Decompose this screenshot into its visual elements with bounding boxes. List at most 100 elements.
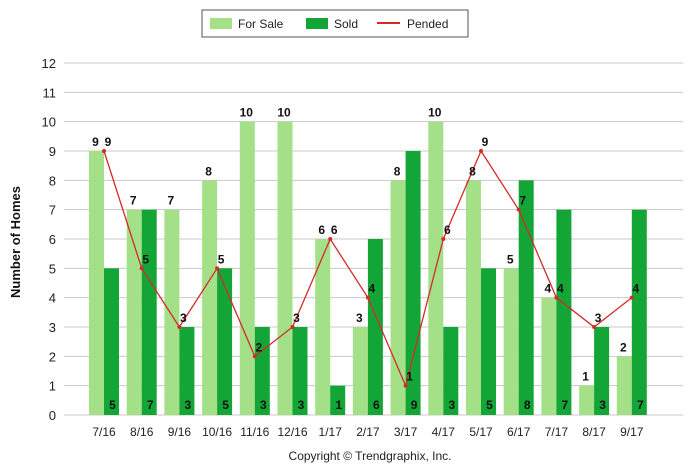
data-label-sold: 7 bbox=[562, 398, 569, 412]
x-tick-label: 7/17 bbox=[545, 425, 569, 439]
data-label-for-sale: 8 bbox=[394, 164, 401, 178]
data-label-sold: 7 bbox=[637, 398, 644, 412]
bar-for-sale bbox=[579, 385, 595, 415]
legend-label-sold: Sold bbox=[334, 17, 358, 31]
y-axis-label: Number of Homes bbox=[8, 186, 23, 298]
pended-point bbox=[403, 383, 408, 388]
data-label-for-sale: 2 bbox=[620, 340, 627, 354]
bar-sold bbox=[292, 327, 308, 415]
pended-point bbox=[139, 266, 144, 271]
x-tick-label: 1/17 bbox=[319, 425, 343, 439]
pended-point bbox=[629, 295, 634, 300]
bar-for-sale bbox=[164, 209, 180, 415]
y-tick-label: 2 bbox=[49, 349, 56, 364]
legend-swatch-sold bbox=[306, 18, 328, 29]
data-label-sold: 5 bbox=[222, 398, 229, 412]
x-tick-label: 11/16 bbox=[240, 425, 269, 439]
bar-for-sale bbox=[202, 180, 218, 415]
x-tick-label: 4/17 bbox=[432, 425, 456, 439]
data-label-pended: 9 bbox=[105, 135, 112, 149]
y-tick-label: 3 bbox=[49, 320, 56, 335]
pended-point bbox=[252, 354, 257, 359]
bar-for-sale bbox=[89, 151, 104, 415]
bar-for-sale bbox=[541, 297, 557, 415]
data-label-for-sale: 7 bbox=[168, 194, 175, 208]
pended-point bbox=[177, 325, 182, 329]
y-tick-label: 1 bbox=[49, 379, 56, 394]
pended-point bbox=[102, 149, 106, 153]
data-label-pended: 3 bbox=[180, 311, 187, 325]
pended-point bbox=[479, 149, 483, 153]
data-label-pended: 4 bbox=[632, 282, 639, 296]
bar-for-sale bbox=[126, 209, 142, 415]
y-tick-label: 11 bbox=[43, 85, 57, 100]
pended-point bbox=[328, 237, 333, 241]
pended-point bbox=[290, 325, 295, 329]
pended-line bbox=[102, 149, 634, 388]
x-tick-label: 9/16 bbox=[168, 425, 192, 439]
data-label-sold: 5 bbox=[486, 398, 493, 412]
legend-swatch-for-sale bbox=[210, 18, 232, 29]
data-label-for-sale: 5 bbox=[507, 252, 514, 266]
data-label-sold: 5 bbox=[109, 398, 116, 412]
bar-for-sale bbox=[616, 356, 632, 415]
y-tick-label: 9 bbox=[49, 144, 56, 159]
data-label-pended: 6 bbox=[444, 223, 451, 237]
y-tick-label: 6 bbox=[49, 232, 56, 247]
data-label-for-sale: 9 bbox=[92, 135, 99, 149]
data-label-sold: 6 bbox=[373, 398, 380, 412]
pended-point bbox=[365, 295, 370, 300]
data-label-sold: 8 bbox=[524, 398, 531, 412]
y-tick-label: 8 bbox=[49, 173, 56, 188]
bar-sold bbox=[481, 268, 496, 415]
data-label-for-sale: 7 bbox=[130, 194, 137, 208]
bar-sold bbox=[518, 180, 534, 415]
data-label-for-sale: 4 bbox=[545, 282, 552, 296]
x-tick-label: 9/17 bbox=[620, 425, 644, 439]
bar-sold bbox=[556, 209, 572, 415]
legend-label-pended: Pended bbox=[407, 17, 448, 31]
data-label-pended: 4 bbox=[557, 282, 564, 296]
bar-sold bbox=[179, 327, 195, 415]
x-tick-label: 12/16 bbox=[277, 425, 307, 439]
bar-for-sale bbox=[277, 121, 293, 416]
bar-sold bbox=[443, 327, 459, 415]
legend-box bbox=[201, 9, 469, 38]
x-tick-label: 10/16 bbox=[202, 425, 232, 439]
data-label-pended: 9 bbox=[482, 135, 489, 149]
data-label-for-sale: 10 bbox=[240, 106, 254, 120]
x-tick-label: 6/17 bbox=[507, 425, 531, 439]
data-label-for-sale: 1 bbox=[582, 370, 589, 384]
data-label-for-sale: 6 bbox=[318, 223, 325, 237]
bars bbox=[89, 121, 647, 416]
data-label-sold: 9 bbox=[411, 398, 418, 412]
data-label-pended: 5 bbox=[218, 252, 225, 266]
data-label-sold: 7 bbox=[147, 398, 154, 412]
data-label-pended: 3 bbox=[595, 311, 602, 325]
data-label-pended: 4 bbox=[369, 282, 376, 296]
legend-label-for-sale: For Sale bbox=[238, 17, 284, 31]
data-labels: 9577738510310361368910385584713279535236… bbox=[92, 106, 644, 412]
data-label-for-sale: 8 bbox=[469, 164, 476, 178]
y-tick-label: 5 bbox=[49, 261, 56, 276]
data-label-sold: 3 bbox=[260, 398, 267, 412]
bar-for-sale bbox=[239, 121, 255, 416]
data-label-pended: 5 bbox=[142, 252, 149, 266]
data-label-sold: 3 bbox=[298, 398, 305, 412]
bar-sold bbox=[367, 239, 383, 415]
bar-sold bbox=[405, 151, 421, 415]
data-label-sold: 3 bbox=[185, 398, 192, 412]
x-tick-label: 5/17 bbox=[469, 425, 493, 439]
y-tick-label: 7 bbox=[49, 203, 56, 218]
x-tick-label: 8/17 bbox=[582, 425, 606, 439]
bar-sold bbox=[141, 209, 157, 415]
pended-point bbox=[554, 295, 559, 300]
data-label-pended: 7 bbox=[519, 194, 526, 208]
bar-for-sale bbox=[315, 239, 331, 415]
data-label-for-sale: 10 bbox=[428, 106, 442, 120]
pended-point bbox=[441, 237, 446, 241]
x-tick-label: 3/17 bbox=[394, 425, 418, 439]
data-label-sold: 3 bbox=[599, 398, 606, 412]
